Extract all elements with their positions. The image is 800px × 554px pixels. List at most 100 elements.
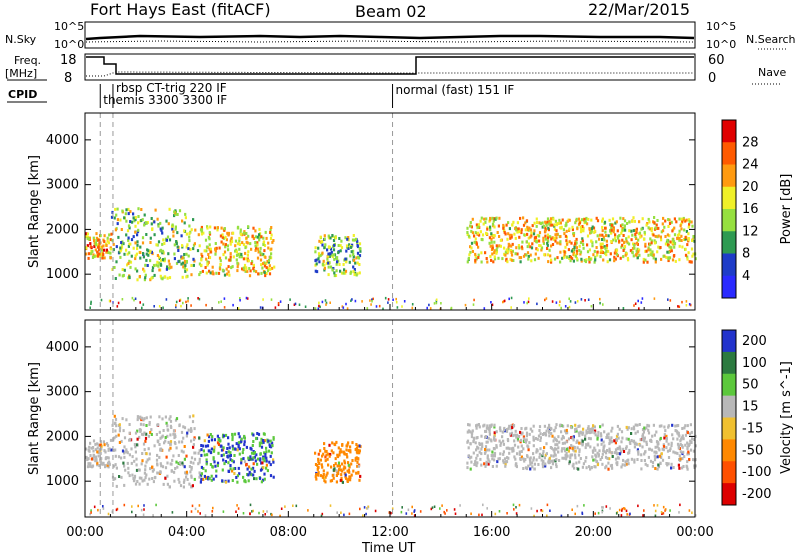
echo-cell: [618, 452, 622, 456]
echo-cell: [97, 454, 100, 458]
echo-cell: [164, 466, 168, 470]
echo-cell: [342, 467, 345, 471]
echo-cell: [323, 268, 326, 272]
echo-cell: [339, 244, 342, 248]
echo-cell: [236, 265, 239, 269]
echo-cell: [510, 431, 514, 435]
echo-cell: [673, 233, 677, 237]
echo-cell: [206, 444, 210, 448]
echo-cell: [219, 259, 222, 263]
echo-cell: [561, 456, 564, 460]
echo-cell: [656, 250, 659, 254]
echo-cell: [314, 463, 318, 466]
echo-cell: [590, 239, 593, 243]
echo-cell: [164, 439, 167, 443]
ground-scatter-cell: [320, 514, 323, 518]
echo-cell: [527, 236, 530, 240]
echo-cell: [674, 451, 677, 455]
ground-scatter-cell: [277, 302, 280, 305]
echo-cell: [200, 263, 203, 267]
echo-cell: [619, 256, 622, 260]
ground-scatter-cell: [220, 300, 222, 303]
echo-cell: [158, 443, 161, 446]
echo-cell: [89, 441, 92, 445]
echo-cell: [134, 224, 137, 228]
echo-cell: [316, 467, 319, 471]
echo-cell: [665, 437, 668, 440]
echo-cell: [524, 228, 527, 232]
echo-cell: [86, 237, 89, 241]
echo-cell: [229, 467, 232, 471]
echo-cell: [517, 435, 521, 438]
echo-cell: [268, 445, 272, 448]
echo-cell: [251, 432, 254, 436]
ground-scatter-cell: [153, 305, 155, 308]
echo-cell: [96, 243, 99, 247]
echo-cell: [145, 233, 148, 236]
echo-cell: [226, 231, 229, 235]
echo-cell: [581, 218, 584, 222]
echo-cell: [164, 415, 167, 419]
echo-cell: [125, 448, 128, 452]
echo-cell: [169, 415, 172, 419]
echo-cell: [534, 437, 538, 440]
echo-cell: [686, 424, 689, 428]
echo-cell: [564, 234, 567, 238]
echo-cell: [630, 432, 633, 435]
echo-cell: [621, 463, 624, 467]
echo-cell: [185, 434, 188, 438]
colorbar-tick-label: 8: [742, 247, 750, 262]
ground-scatter-cell: [622, 307, 625, 310]
echo-cell: [118, 273, 121, 277]
y-tick-label: 4000: [46, 340, 79, 355]
echo-cell: [201, 269, 204, 273]
echo-cell: [604, 230, 607, 234]
echo-cell: [519, 430, 522, 434]
echo-cell: [131, 220, 134, 224]
echo-cell: [200, 225, 203, 229]
echo-cell: [565, 223, 568, 227]
ground-scatter-cell: [270, 512, 272, 516]
echo-cell: [319, 449, 322, 453]
echo-cell: [537, 256, 540, 260]
echo-cell: [253, 269, 256, 273]
echo-cell: [505, 223, 508, 227]
echo-cell: [653, 239, 656, 243]
echo-cell: [172, 234, 175, 238]
echo-cell: [271, 441, 274, 445]
echo-cell: [235, 442, 238, 446]
echo-cell: [605, 239, 608, 243]
echo-cell: [137, 221, 140, 225]
echo-cell: [227, 270, 230, 274]
echo-cell: [251, 260, 254, 264]
echo-cell: [678, 434, 681, 438]
echo-cell: [172, 454, 175, 458]
echo-cell: [158, 430, 161, 434]
echo-cell: [97, 252, 100, 256]
echo-cell: [572, 435, 575, 439]
echo-cell: [87, 256, 90, 260]
echo-cell: [340, 473, 343, 477]
echo-cell: [508, 447, 511, 451]
echo-cell: [635, 241, 639, 245]
echo-cell: [666, 238, 669, 242]
echo-cell: [98, 254, 102, 258]
echo-cell: [506, 438, 509, 441]
ground-scatter-cell: [653, 504, 655, 507]
echo-cell: [554, 219, 557, 223]
echo-cell: [658, 454, 661, 458]
echo-cell: [678, 466, 681, 470]
echo-cell: [188, 482, 191, 486]
echo-cell: [235, 258, 238, 262]
echo-cell: [243, 440, 246, 444]
echo-cell: [517, 227, 520, 231]
echo-cell: [635, 237, 638, 240]
echo-cell: [584, 434, 587, 438]
echo-cell: [89, 454, 92, 457]
ground-scatter-cell: [342, 306, 345, 309]
echo-cell: [177, 462, 180, 465]
ground-scatter-cell: [374, 509, 377, 513]
echo-cell: [687, 225, 690, 229]
echo-cell: [561, 256, 564, 260]
